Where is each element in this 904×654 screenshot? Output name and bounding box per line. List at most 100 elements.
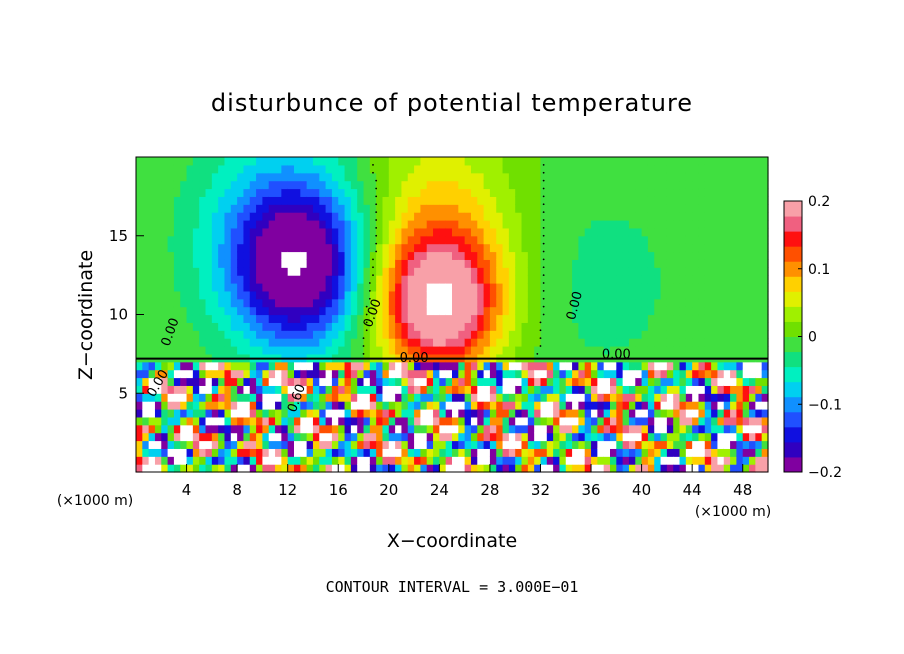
heatmap-cell bbox=[742, 338, 750, 347]
heatmap-cell bbox=[325, 157, 333, 166]
heatmap-cell bbox=[496, 172, 504, 182]
heatmap-cell bbox=[572, 464, 579, 473]
heatmap-cell bbox=[369, 157, 377, 166]
heatmap-cell bbox=[262, 196, 270, 205]
heatmap-cell bbox=[685, 393, 693, 402]
heatmap-cell bbox=[496, 306, 504, 316]
heatmap-cell bbox=[325, 338, 333, 347]
heatmap-cell bbox=[218, 314, 226, 323]
heatmap-cell bbox=[186, 322, 194, 331]
heatmap-cell bbox=[306, 227, 314, 237]
heatmap-cell bbox=[287, 361, 295, 371]
heatmap-cell bbox=[635, 393, 643, 402]
heatmap-cell bbox=[344, 338, 352, 347]
heatmap-cell bbox=[338, 456, 346, 465]
heatmap-cell bbox=[521, 393, 529, 402]
heatmap-cell bbox=[224, 180, 232, 190]
heatmap-cell bbox=[470, 432, 478, 442]
heatmap-cell bbox=[546, 456, 554, 465]
heatmap-cell bbox=[616, 306, 624, 316]
heatmap-cell bbox=[382, 164, 390, 174]
heatmap-cell bbox=[591, 424, 598, 434]
heatmap-cell bbox=[711, 393, 719, 402]
heatmap-cell bbox=[616, 393, 624, 402]
heatmap-cell bbox=[426, 290, 434, 300]
heatmap-cell bbox=[616, 243, 624, 253]
heatmap-cell bbox=[237, 259, 245, 268]
heatmap-cell bbox=[357, 314, 365, 323]
heatmap-cell bbox=[401, 322, 409, 331]
heatmap-cell bbox=[167, 369, 175, 379]
heatmap-cell bbox=[306, 416, 314, 426]
heatmap-cell bbox=[496, 243, 504, 253]
heatmap-cell bbox=[578, 251, 586, 260]
heatmap-cell bbox=[154, 157, 162, 166]
heatmap-cell bbox=[205, 377, 213, 386]
heatmap-cell bbox=[294, 164, 301, 174]
heatmap-cell bbox=[136, 361, 143, 371]
heatmap-cell bbox=[388, 235, 396, 245]
contour-point bbox=[368, 289, 371, 292]
heatmap-cell bbox=[312, 196, 320, 205]
heatmap-cell bbox=[142, 157, 150, 166]
heatmap-cell bbox=[319, 448, 327, 457]
heatmap-cell bbox=[755, 456, 763, 465]
heatmap-cell bbox=[256, 180, 263, 190]
heatmap-cell bbox=[173, 306, 181, 316]
heatmap-cell bbox=[635, 361, 643, 371]
heatmap-cell bbox=[331, 456, 339, 465]
heatmap-cell bbox=[597, 401, 605, 410]
heatmap-cell bbox=[268, 361, 276, 371]
heatmap-cell bbox=[723, 409, 731, 418]
heatmap-cell bbox=[515, 306, 523, 316]
chart-title: disturbunce of potential temperature bbox=[211, 89, 693, 117]
heatmap-cell bbox=[445, 267, 453, 276]
heatmap-cell bbox=[218, 259, 226, 268]
heatmap-cell bbox=[142, 416, 150, 426]
heatmap-cell bbox=[294, 172, 301, 182]
heatmap-cell bbox=[319, 314, 327, 323]
heatmap-cell bbox=[192, 306, 200, 316]
heatmap-cell bbox=[433, 212, 440, 221]
heatmap-cell bbox=[439, 330, 447, 339]
heatmap-cell bbox=[635, 448, 643, 457]
heatmap-cell bbox=[597, 283, 605, 292]
heatmap-cell bbox=[401, 235, 409, 245]
heatmap-cell bbox=[148, 432, 156, 442]
heatmap-cell bbox=[199, 196, 207, 205]
heatmap-cell bbox=[755, 338, 763, 347]
heatmap-cell bbox=[369, 424, 377, 434]
heatmap-cell bbox=[275, 227, 282, 237]
heatmap-cell bbox=[445, 448, 453, 457]
heatmap-cell bbox=[199, 361, 207, 371]
heatmap-cell bbox=[369, 164, 377, 174]
heatmap-cell bbox=[350, 369, 358, 379]
heatmap-cell bbox=[357, 235, 365, 245]
heatmap-cell bbox=[553, 157, 561, 166]
heatmap-cell bbox=[192, 275, 200, 284]
heatmap-cell bbox=[237, 377, 245, 386]
heatmap-cell bbox=[186, 369, 194, 379]
heatmap-cell bbox=[515, 361, 523, 371]
heatmap-cell bbox=[256, 220, 263, 229]
heatmap-cell bbox=[275, 464, 282, 473]
heatmap-cell bbox=[407, 440, 415, 449]
heatmap-cell bbox=[275, 401, 282, 410]
heatmap-cell bbox=[489, 259, 497, 268]
heatmap-cell bbox=[319, 298, 327, 308]
heatmap-cell bbox=[376, 164, 384, 174]
heatmap-cell bbox=[527, 401, 535, 410]
heatmap-cell bbox=[603, 220, 611, 229]
heatmap-cell bbox=[407, 424, 415, 434]
heatmap-cell bbox=[180, 416, 188, 426]
heatmap-cell bbox=[584, 440, 592, 449]
heatmap-cell bbox=[692, 180, 700, 190]
heatmap-cell bbox=[357, 361, 365, 371]
heatmap-cell bbox=[275, 330, 282, 339]
heatmap-cell bbox=[407, 322, 415, 331]
heatmap-cell bbox=[641, 416, 649, 426]
heatmap-cell bbox=[527, 227, 535, 237]
heatmap-cell bbox=[565, 180, 573, 190]
heatmap-cell bbox=[388, 361, 396, 371]
